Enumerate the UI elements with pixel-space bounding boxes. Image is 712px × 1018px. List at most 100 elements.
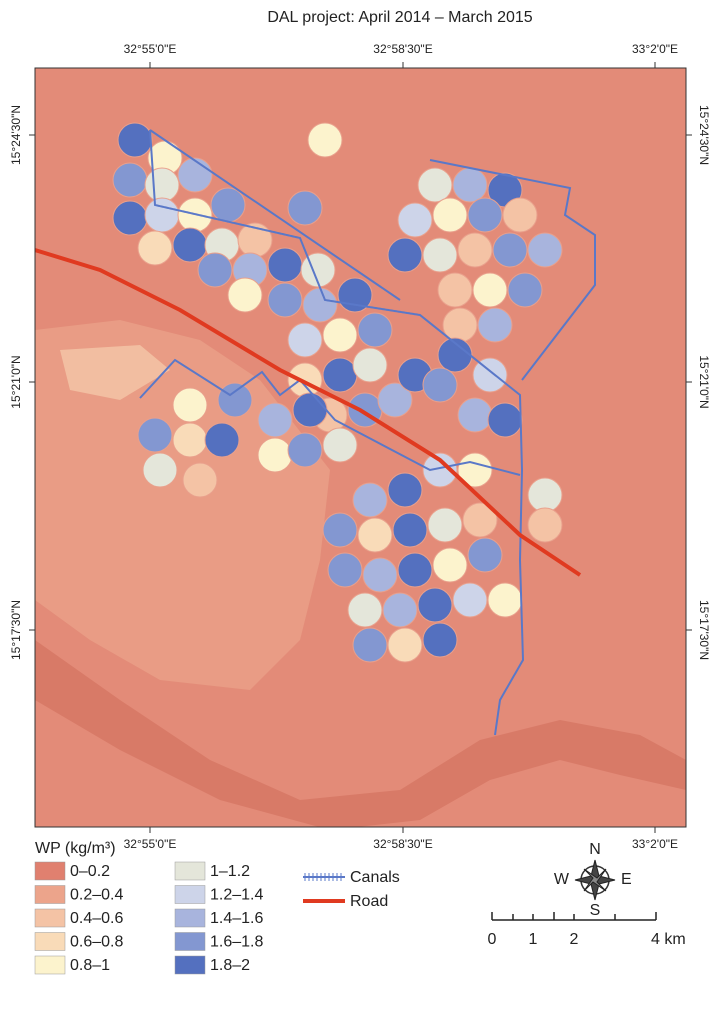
scale-label: 1 — [529, 931, 538, 948]
field — [145, 198, 179, 232]
field — [323, 358, 357, 392]
legend-label: 0.4–0.6 — [70, 910, 123, 927]
map-area — [35, 68, 686, 830]
field — [178, 158, 212, 192]
scale-label: 2 — [570, 931, 579, 948]
map-page: DAL project: April 2014 – March 2015 32°… — [0, 0, 712, 1013]
legend-swatch — [175, 886, 205, 904]
field — [353, 483, 387, 517]
field — [363, 558, 397, 592]
field — [423, 238, 457, 272]
longitude-label-bottom: 32°58'30"E — [373, 837, 432, 851]
field — [468, 198, 502, 232]
compass-n: N — [589, 841, 601, 858]
field — [218, 383, 252, 417]
field — [388, 238, 422, 272]
field — [438, 273, 472, 307]
field — [503, 198, 537, 232]
field — [358, 518, 392, 552]
field — [228, 278, 262, 312]
legend-swatch — [35, 886, 65, 904]
field — [138, 231, 172, 265]
map-title: DAL project: April 2014 – March 2015 — [267, 9, 532, 26]
compass: N S E W — [554, 841, 632, 919]
legend-label: 1–1.2 — [210, 863, 250, 880]
field — [423, 623, 457, 657]
longitude-label-top: 32°58'30"E — [373, 42, 432, 56]
field — [388, 473, 422, 507]
field — [478, 308, 512, 342]
field — [528, 233, 562, 267]
field — [418, 588, 452, 622]
field — [288, 323, 322, 357]
longitude-label-top: 32°55'0"E — [124, 42, 177, 56]
compass-e: E — [621, 871, 632, 888]
field — [138, 418, 172, 452]
field — [205, 423, 239, 457]
legend-swatch — [175, 956, 205, 974]
field — [113, 163, 147, 197]
legend-label: 0.2–0.4 — [70, 887, 123, 904]
field — [308, 123, 342, 157]
field — [423, 368, 457, 402]
field — [473, 273, 507, 307]
legend-label: 1.4–1.6 — [210, 910, 263, 927]
latitude-label-left: 15°24'30"N — [9, 105, 23, 165]
road-label: Road — [350, 893, 388, 910]
legend-swatch — [35, 862, 65, 880]
field — [488, 403, 522, 437]
field — [323, 318, 357, 352]
compass-w: W — [554, 871, 570, 888]
field — [488, 583, 522, 617]
legend-label: 1.8–2 — [210, 957, 250, 974]
legend-title: WP (kg/m³) — [35, 840, 116, 857]
field — [418, 168, 452, 202]
legend-swatch — [35, 909, 65, 927]
field — [458, 398, 492, 432]
field — [118, 123, 152, 157]
field — [473, 358, 507, 392]
legend-label: 0.8–1 — [70, 957, 110, 974]
field — [398, 203, 432, 237]
latitude-label-right: 15°17'30"N — [697, 600, 711, 660]
field — [528, 478, 562, 512]
field — [323, 428, 357, 462]
field — [293, 393, 327, 427]
field — [328, 553, 362, 587]
field — [398, 553, 432, 587]
latitude-label-left: 15°17'30"N — [9, 600, 23, 660]
field — [388, 628, 422, 662]
latitude-label-left: 15°21'0"N — [9, 355, 23, 408]
field — [428, 508, 462, 542]
legend-swatch — [175, 933, 205, 951]
legend-label: 1.2–1.4 — [210, 887, 263, 904]
field — [528, 508, 562, 542]
field — [393, 513, 427, 547]
field — [143, 453, 177, 487]
field — [268, 248, 302, 282]
longitude-label-bottom: 33°2'0"E — [632, 837, 678, 851]
field — [453, 583, 487, 617]
field — [303, 288, 337, 322]
field — [453, 168, 487, 202]
field — [198, 253, 232, 287]
field — [323, 513, 357, 547]
field — [288, 433, 322, 467]
legend-swatch — [35, 956, 65, 974]
legend-swatch — [35, 933, 65, 951]
field — [508, 273, 542, 307]
legend-label: 0–0.2 — [70, 863, 110, 880]
field — [493, 233, 527, 267]
legend-label: 0.6–0.8 — [70, 934, 123, 951]
longitude-label-top: 33°2'0"E — [632, 42, 678, 56]
legend-swatch — [175, 862, 205, 880]
canals-label: Canals — [350, 869, 400, 886]
field — [358, 313, 392, 347]
field — [383, 593, 417, 627]
latitude-label-right: 15°24'30"N — [697, 105, 711, 165]
field — [288, 363, 322, 397]
field — [288, 191, 322, 225]
field — [258, 438, 292, 472]
field — [353, 628, 387, 662]
